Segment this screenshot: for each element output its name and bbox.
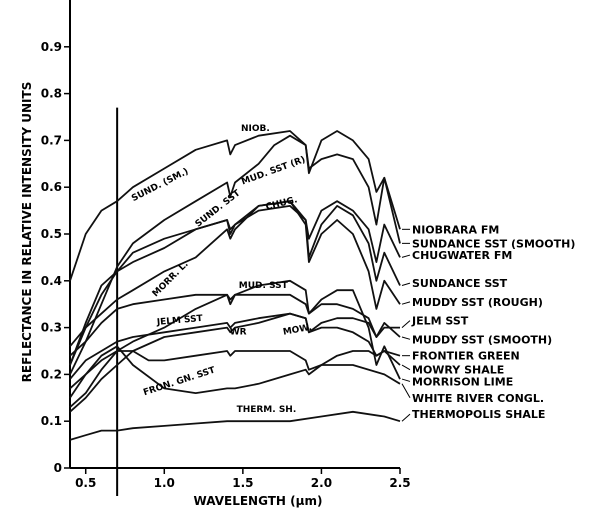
legend-leader: [401, 320, 411, 328]
series-line: [69, 312, 401, 413]
series-line: [69, 130, 401, 357]
legend-leader: [401, 413, 411, 422]
y-tick-label: 0.5: [41, 227, 62, 241]
x-tick-label: 1.0: [154, 476, 175, 490]
legend-label: SUNDANCE SST (SMOOTH): [412, 237, 575, 250]
legend-label: FRONTIER GREEN: [412, 350, 520, 363]
legend-label: JELM SST: [411, 315, 469, 328]
legend-label: MOWRY SHALE: [412, 364, 504, 377]
series-line: [69, 130, 401, 282]
legend-label: MORRISON LIME: [412, 375, 513, 388]
y-tick-label: 0.9: [41, 40, 62, 54]
series-line: [69, 312, 400, 380]
series-line: [69, 279, 401, 399]
legend-leader: [401, 383, 411, 399]
series-line: [69, 410, 401, 441]
series-line: [69, 350, 401, 408]
y-tick-label: 0.3: [41, 321, 62, 335]
legend-label: MUDDY SST (ROUGH): [412, 296, 543, 309]
legend-leader: [401, 254, 411, 258]
legend-label: SUNDANCE SST: [412, 277, 508, 290]
legend-label: NIOBRARA FM: [412, 223, 499, 236]
series-lines: [69, 130, 401, 441]
curve-annotation: MORR. L.: [151, 259, 191, 299]
y-tick-label: 0: [54, 461, 62, 475]
y-tick-label: 0.4: [41, 274, 62, 288]
legend-leader: [401, 378, 411, 382]
x-tick-label: 2.5: [389, 476, 410, 490]
x-axis-label: WAVELENGTH (μm): [194, 494, 323, 508]
legend-leader: [401, 336, 411, 340]
y-tick-label: 0.1: [41, 414, 62, 428]
legend-label: THERMOPOLIS SHALE: [412, 408, 545, 421]
legend-label: WHITE RIVER CONGL.: [412, 392, 544, 405]
y-axis-label: REFLECTANCE IN RELATIVE INTENSITY UNITS: [20, 82, 34, 383]
legend-label: MUDDY SST (SMOOTH): [412, 333, 552, 346]
series-line: [69, 345, 401, 395]
curve-annotation: JELM SST: [155, 314, 204, 328]
series-line: [69, 200, 401, 347]
curve-annotation: NIOB.: [241, 124, 270, 134]
x-tick-label: 2.0: [311, 476, 332, 490]
curve-annotations: NIOB.SUND. (SM.) MUD. SST (R)CHUG.SUND. S…: [130, 124, 313, 415]
curve-annotation: MUD. SST: [239, 281, 289, 291]
curve-annotation: FRON. GN. SST: [142, 365, 217, 398]
curve-annotation: SUND. (SM.): [130, 167, 190, 204]
curve-annotation: WR: [230, 328, 247, 338]
curve-annotation: THERM. SH.: [237, 405, 297, 415]
curve-annotation: MOW.: [282, 323, 313, 338]
x-tick-label: 1.5: [232, 476, 253, 490]
y-tick-label: 0.8: [41, 87, 62, 101]
y-tick-label: 0.7: [41, 133, 62, 147]
legend-leader: [401, 301, 411, 305]
x-tick-label: 0.5: [75, 476, 96, 490]
y-tick-label: 0.6: [41, 180, 62, 194]
axes: 0 0.1 0.2 0.3 0.4 0.5 0.6 0.7 0.8 0.9 0.5 1.0 1.5 2.0…: [41, 0, 411, 496]
legend-leader: [401, 282, 411, 286]
y-tick-label: 0.2: [41, 367, 62, 381]
series-line: [69, 200, 401, 366]
legend-label: CHUGWATER FM: [412, 249, 512, 262]
legend-leader: [401, 364, 411, 371]
